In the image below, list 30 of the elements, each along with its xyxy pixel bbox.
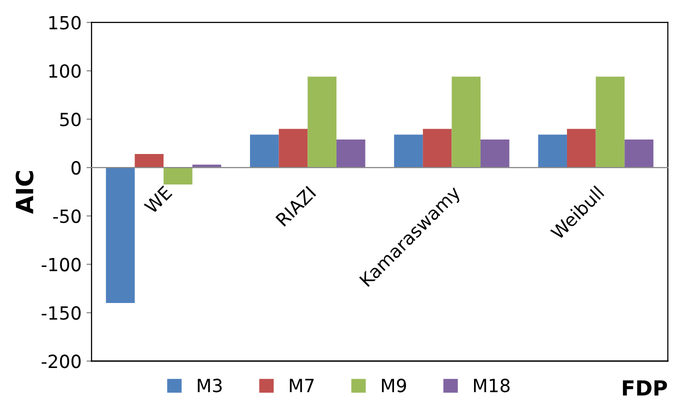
bar <box>480 140 510 168</box>
x-tick-label: WE <box>144 185 172 214</box>
legend-label: M3 <box>198 378 222 392</box>
y-tick-label: 150 <box>49 16 81 30</box>
bar <box>164 168 192 185</box>
y-tick-label: 0 <box>72 161 81 175</box>
bar <box>308 76 336 168</box>
bar <box>624 140 654 168</box>
bar <box>452 76 481 168</box>
y-tick-label: 50 <box>60 112 81 126</box>
bar <box>250 134 279 168</box>
bar <box>596 76 625 168</box>
bar <box>336 140 366 168</box>
y-tick-label: -100 <box>42 258 81 272</box>
y-tick-label: 100 <box>49 64 81 78</box>
legend-label: M7 <box>290 378 314 392</box>
y-tick-label: -150 <box>42 306 81 320</box>
bar <box>538 134 567 168</box>
bar <box>278 128 308 168</box>
legend-label: M9 <box>382 378 406 392</box>
bar <box>566 128 596 168</box>
bar <box>134 154 164 168</box>
bar <box>106 168 135 304</box>
x-axis-title: FDP <box>622 380 667 396</box>
y-tick-label: -50 <box>53 209 81 224</box>
y-axis-title: AIC <box>16 171 34 214</box>
y-tick-label: -200 <box>42 354 81 368</box>
bar <box>422 128 452 168</box>
legend-label: M18 <box>474 378 510 392</box>
bar <box>394 134 423 168</box>
